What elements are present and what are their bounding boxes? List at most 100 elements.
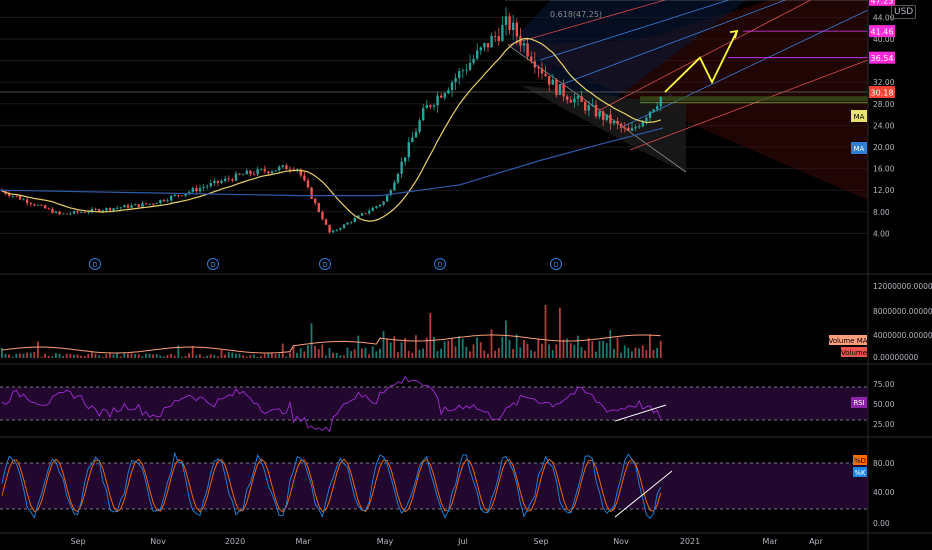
volume-bar [83,356,86,358]
candle-body [238,173,241,175]
candle-body [54,211,58,213]
price-axis-tick: 8.00 [873,208,890,217]
volume-bar [105,354,108,358]
moving-average-lines [0,37,664,222]
candle-body [450,82,454,91]
candle-body [566,96,569,100]
candle-body [184,193,187,196]
volume-bar [641,345,644,358]
candle-body [508,16,511,30]
volume-bar [591,341,594,358]
candle-body [209,183,212,187]
candle-body [231,179,234,181]
volume-bar [645,350,648,358]
volume-bar [551,350,554,358]
candle-body [612,120,616,124]
volume-bar [364,347,367,358]
volume-bar [296,352,298,358]
volume-axis-tick: 12000000.00000000 [873,282,932,291]
volume-bar [465,346,468,358]
candle-body [270,171,274,174]
volume-bar [512,349,514,358]
volume-bar [271,352,273,358]
price-level-label: 47.25 [871,0,894,5]
candle-body [522,43,526,46]
volume-bar [487,353,489,358]
candle-body [76,211,79,213]
stoch-d-badge: %D [853,455,867,465]
volume-bar [476,337,478,358]
candle-body [62,213,65,215]
price-level-label-box [869,25,895,38]
time-axis-label: Nov [613,537,629,546]
candle-body [414,131,418,138]
candle-body [22,199,25,201]
candle-body [400,161,403,174]
dividend-marker-label: D [437,261,442,269]
volume-bar [112,354,115,358]
candle-body [584,101,587,111]
candle-body [216,180,220,183]
volume-bar [227,352,230,358]
candle-body [252,173,256,175]
volume-bar [231,352,234,358]
dividend-marker [319,258,331,270]
volume-bar [346,347,349,358]
svg-text:MA: MA [854,145,865,153]
volume-bar [119,356,122,358]
volume-bar [22,353,25,358]
candle-body [497,36,500,41]
price-axis-tick: 28.00 [873,100,895,109]
candle-body [195,188,198,192]
volume-bar [440,348,442,358]
volume-bar [98,355,100,358]
volume-bar [559,307,561,358]
candle-body [468,62,472,70]
volume-bar [256,356,259,358]
volume-bar [177,345,180,358]
price-axis[interactable]: 44.0040.0036.0032.0028.0024.0020.0016.00… [873,13,932,528]
price-axis-tick: 12.00 [873,186,895,195]
candle-body [375,206,378,208]
candle-body [152,203,155,205]
volume-bar [1,347,3,358]
candle-body [263,169,266,172]
candle-body [425,105,428,109]
volume-bar [339,355,342,358]
volume-bar [303,351,306,358]
price-level-lines [0,0,868,104]
volume-bar [33,352,36,358]
candle-body [364,213,367,215]
candle-body [108,208,112,211]
candle-body [202,187,205,189]
volume-bar [235,353,237,358]
stochastic-pane [0,451,868,519]
candle-body [328,224,331,233]
candle-body [656,106,659,110]
time-axis[interactable]: Sep Nov 2020 Mar May Jul Sep Nov 2021 Mar Apr [70,537,823,546]
volume-bar [605,343,608,358]
candle-body [447,90,450,94]
dividend-marker-label: D [210,261,215,269]
volume-bar [541,343,543,358]
volume-bar [37,341,39,358]
candle-body [562,84,565,97]
candle-body [396,173,400,183]
volume-bar [433,336,435,358]
candle-body [47,208,50,210]
candle-body [188,191,191,194]
candle-body [126,205,130,208]
volume-bar [299,348,302,358]
candle-body [530,56,533,62]
volume-bar [361,348,363,358]
volume-bar [562,339,565,358]
candle-body [587,105,590,111]
candle-body [404,157,407,162]
volume-bar [206,355,208,358]
volume-bar [123,352,126,358]
volume-bar [587,338,590,358]
time-axis-label: Sep [70,537,85,546]
currency-badge[interactable]: USD [891,5,917,19]
